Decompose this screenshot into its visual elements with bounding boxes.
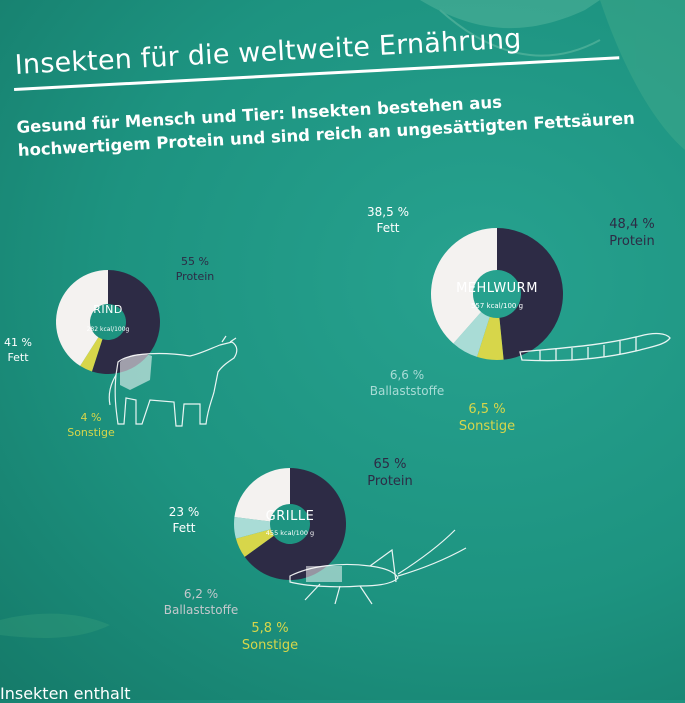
slice-protein — [244, 468, 346, 580]
cow-spot — [120, 354, 152, 390]
cow-illustration — [108, 335, 238, 427]
percent-label-protein: 48,4 % — [609, 217, 654, 232]
mealworm-illustration — [519, 332, 671, 362]
slice-sonstige — [80, 337, 103, 372]
category-label-protein: Protein — [176, 270, 215, 283]
slice-fett — [56, 270, 108, 366]
category-label-protein: Protein — [609, 234, 655, 249]
slice-fett — [431, 228, 497, 344]
cricket-illustration — [289, 529, 467, 605]
chart-name: GRILLE — [266, 509, 315, 524]
percent-label-sonstige: 4 % — [81, 411, 102, 424]
percent-label-fett: 41 % — [4, 336, 32, 349]
category-label-fett: Fett — [172, 521, 195, 535]
percent-label-ballaststoffe: 6,2 % — [184, 587, 218, 601]
donut-mehlwurm: 48,4 % Protein 6,5 % Sonstige 6,6 % Ballastst… — [367, 205, 655, 434]
donut-charts: 55 % Protein 4 % Sonstige 41 % Fett RIND 282 kc… — [4, 205, 655, 653]
chart-energy: 282 kcal/100g — [87, 326, 130, 333]
percent-label-sonstige: 6,5 % — [468, 402, 505, 417]
percent-label-fett: 23 % — [169, 505, 200, 519]
category-label-sonstige: Sonstige — [459, 419, 515, 434]
slice-sonstige — [235, 529, 274, 557]
category-label-sonstige: Sonstige — [242, 638, 298, 653]
chart-name: MEHLWURM — [456, 281, 538, 296]
category-label-fett: Fett — [376, 221, 399, 235]
percent-label-protein: 65 % — [373, 457, 406, 472]
slice-protein — [497, 228, 564, 360]
percent-label-protein: 55 % — [181, 255, 209, 268]
category-label-ballaststoffe: Ballaststoffe — [370, 384, 445, 398]
slice-ballaststoffe — [453, 312, 490, 357]
slice-sonstige — [476, 316, 504, 360]
footer-text: Insekten enthalt — [0, 684, 131, 703]
donut-grille: 65 % Protein 5,8 % Sonstige 6,2 % Ballaststof… — [164, 457, 413, 653]
category-label-ballaststoffe: Ballaststoffe — [164, 603, 239, 617]
category-label-sonstige: Sonstige — [67, 426, 115, 439]
slice-ballaststoffe — [234, 516, 271, 539]
chart-energy: 455 kcal/100 g — [266, 529, 314, 537]
category-label-protein: Protein — [367, 474, 413, 489]
percent-label-ballaststoffe: 6,6 % — [390, 368, 424, 382]
palm-leaf-decoration — [0, 0, 685, 638]
percent-label-fett: 38,5 % — [367, 205, 409, 219]
slice-fett — [234, 468, 290, 522]
cricket-wing — [306, 566, 342, 582]
percent-label-sonstige: 5,8 % — [251, 621, 288, 636]
category-label-fett: Fett — [7, 351, 29, 364]
chart-energy: 557 kcal/100 g — [471, 302, 523, 310]
slice-protein — [91, 270, 160, 374]
donut-rind: 55 % Protein 4 % Sonstige 41 % Fett RIND 282 kc… — [4, 255, 214, 439]
chart-name: RIND — [93, 303, 123, 316]
